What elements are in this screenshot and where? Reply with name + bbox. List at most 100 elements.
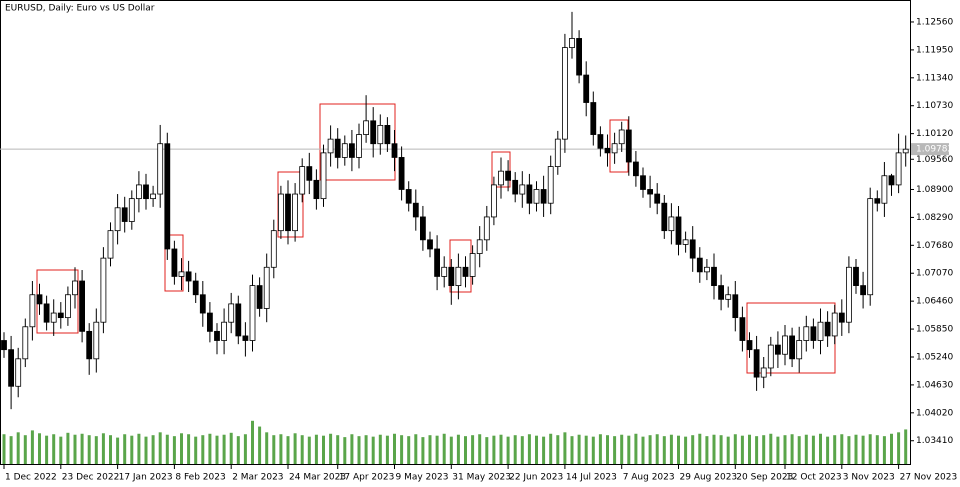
volume-bar [137,433,141,464]
candle-body [732,294,739,319]
x-tick-label: 3 Nov 2023 [843,473,895,483]
x-tick-label: 17 Jan 2023 [119,473,173,483]
candle-body [597,134,604,149]
volume-bar [641,436,645,464]
volume-bar [882,436,886,464]
x-tick-label: 23 Dec 2022 [62,473,120,483]
volume-bar [2,434,6,464]
candle-body [895,152,902,186]
volume-bar [719,435,723,464]
candle-body [810,326,817,341]
volume-bar [811,435,815,464]
candle-body [874,198,881,204]
volume-bar [222,434,226,464]
volume-bar [357,436,361,464]
candle-body [192,280,199,296]
volume-bar [343,437,347,464]
y-tick-label: 1.10730 [916,101,953,111]
volume-bar [769,433,773,464]
volume-bar [464,436,467,464]
candle-body [647,189,653,195]
candle-body [838,312,845,323]
candle-body [853,266,859,286]
candle-body [50,312,57,323]
volume-bar [300,435,304,464]
candle-body [633,161,639,177]
volume-bar [790,434,794,464]
volume-bar [456,434,460,464]
candle-body [427,239,433,250]
volume-bar [407,436,411,464]
volume-bar [755,436,759,464]
volume-bar [698,433,702,464]
y-tick-label: 1.07070 [916,269,953,279]
candle-body [135,184,142,200]
candle-body [753,349,760,378]
candle-body [164,143,171,250]
volume-bar [265,432,269,464]
volume-bar [336,435,340,464]
volume-bar [364,435,368,464]
candle-body [299,166,306,195]
candle-body [36,294,43,305]
candle-body [654,193,661,204]
candle-body [505,170,512,181]
volume-bar [66,432,70,464]
candle-body [235,303,242,337]
volume-bar [258,426,262,464]
x-tick-label: 14 Jul 2023 [566,473,617,483]
candle-body [79,280,85,332]
candle-body [846,266,852,323]
volume-bar [208,433,212,464]
volume-bar [307,436,311,464]
volume-bar [797,436,801,464]
volume-bar [606,435,609,464]
chart-title: EURUSD, Daily: Euro vs US Dollar [5,4,155,14]
candle-body [341,143,348,158]
volume-bar [94,436,98,464]
candle-body [583,74,590,103]
candle-body [285,193,291,232]
y-tick-label: 1.10120 [916,129,953,139]
y-tick-label: 1.05240 [916,352,953,362]
volume-bar [329,433,333,464]
candle-body [57,312,64,319]
last-price-box [911,143,949,156]
volume-bar [613,436,617,464]
volume-bar [393,433,396,464]
candle-body [512,179,519,195]
volume-bar [712,434,716,464]
volume-bar [520,436,524,464]
volume-bar [478,434,482,464]
volume-bar [279,434,283,464]
volume-bar [109,435,112,464]
volume-bar [471,435,475,464]
volume-bar [868,434,872,464]
candle-body [526,184,533,204]
volume-bar [570,436,574,464]
y-tick-label: 1.04020 [916,408,953,418]
candle-body [100,257,107,323]
volume-bar [130,435,134,464]
x-tick-label: 22 Jun 2023 [509,473,563,483]
y-tick-label: 1.04630 [916,380,953,390]
candle-body [334,138,341,158]
candle-body [469,253,476,277]
candle-body [611,143,618,154]
x-tick-label: 20 Sep 2023 [736,473,793,483]
candle-body [576,38,582,76]
candle-body [398,157,405,190]
y-tick-label: 1.09560 [916,155,953,165]
candle-body [448,266,455,286]
candle-body [157,143,164,195]
volume-bar [890,433,893,464]
candle-body [384,125,391,145]
volume-bar [80,433,84,464]
candle-body [419,216,426,241]
volume-bar [116,437,120,464]
candle-body [206,312,213,332]
candle-body [604,147,611,154]
candle-body [483,216,490,241]
